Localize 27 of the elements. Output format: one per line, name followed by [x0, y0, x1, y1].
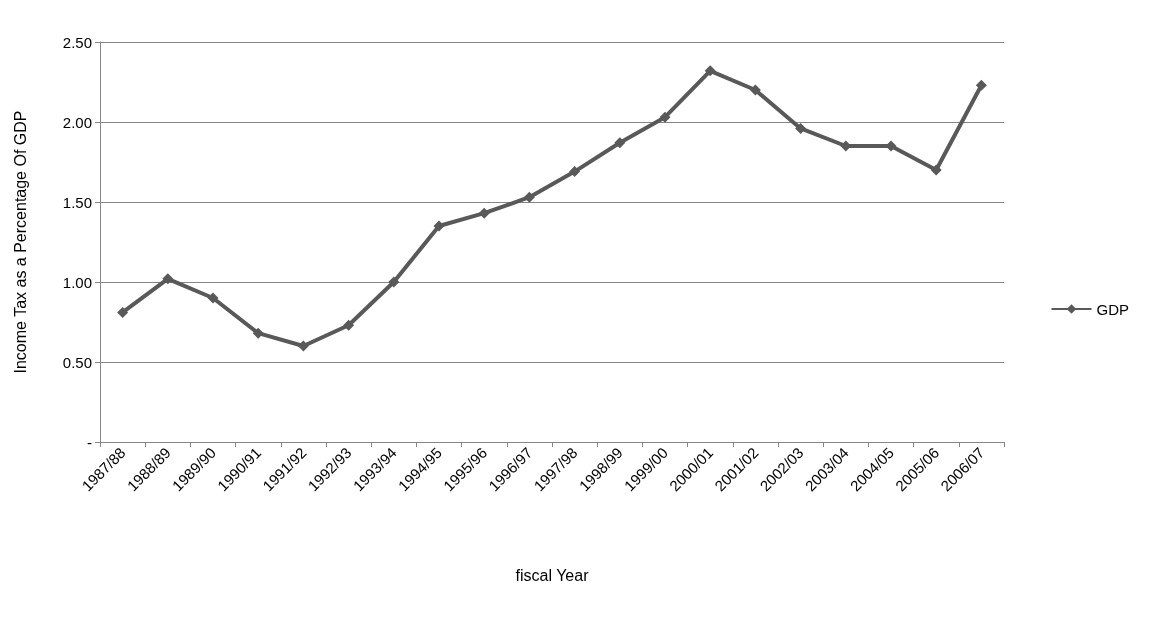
point	[478, 207, 490, 219]
legend-label: GDP	[1096, 300, 1130, 318]
point	[343, 319, 355, 331]
point	[388, 276, 400, 288]
point	[569, 166, 581, 178]
y-tick-label: 0.50	[62, 353, 92, 371]
point	[297, 340, 309, 352]
point	[930, 164, 942, 176]
y-axis-title: Income Tax as a Percentage Of GDP	[11, 110, 29, 374]
point	[659, 111, 671, 123]
x-axis-title: fiscal Year	[515, 566, 590, 584]
y-tick-label: 1.50	[62, 193, 92, 211]
point	[704, 65, 716, 77]
point	[252, 327, 264, 339]
point	[433, 220, 445, 232]
point	[749, 84, 761, 96]
point	[207, 292, 219, 304]
point	[162, 273, 174, 285]
y-tick-label: 2.00	[62, 113, 92, 131]
y-tick-label: 2.50	[62, 33, 92, 51]
point	[795, 122, 807, 134]
point	[614, 137, 626, 149]
point	[117, 306, 129, 318]
y-tick-label: -	[87, 433, 92, 451]
y-tick-label: 1.00	[62, 273, 92, 291]
point	[523, 191, 535, 203]
point	[975, 79, 987, 91]
